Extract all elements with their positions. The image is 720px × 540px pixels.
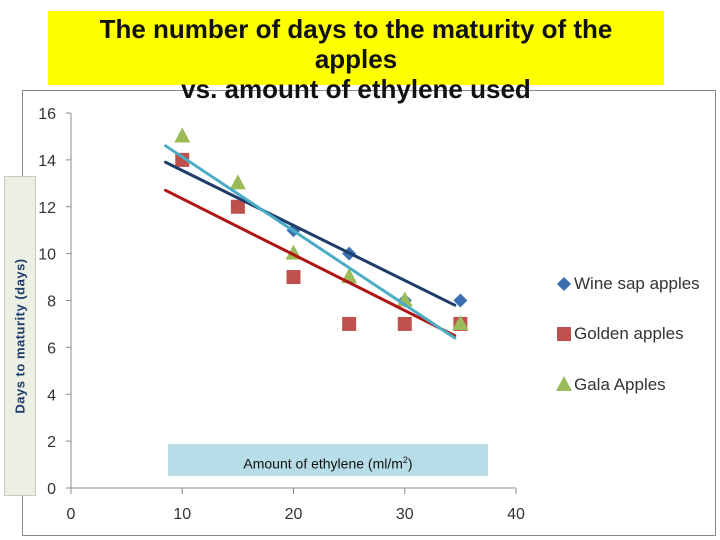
y-tick-label: 16 — [38, 106, 56, 123]
legend-label-golden: Golden apples — [574, 324, 684, 343]
data-point-square — [397, 316, 412, 331]
x-tick-label: 0 — [67, 506, 76, 523]
title-line-3: vs. amount of ethylene used — [181, 74, 531, 104]
x-axis-label-main: Amount of ethylene (ml/m — [243, 455, 403, 472]
legend-label-gala: Gala Apples — [574, 375, 666, 394]
data-point-square — [286, 270, 301, 285]
chart-title: The number of days to the maturity of th… — [48, 14, 664, 104]
x-tick-label: 30 — [396, 506, 414, 523]
y-axis-label-box — [4, 176, 36, 496]
data-point-triangle — [174, 127, 191, 143]
title-line-2: apples — [314, 44, 398, 74]
y-tick-label: 14 — [38, 153, 56, 170]
y-tick-label: 2 — [47, 434, 56, 451]
x-axis-label-sup: 2 — [402, 455, 408, 465]
x-axis-label-box — [168, 444, 488, 476]
y-tick-label: 4 — [47, 387, 56, 404]
x-axis-label: Amount of ethylene (ml/m2) — [168, 444, 488, 476]
trendline-diamond — [164, 160, 457, 307]
title-banner — [48, 11, 664, 85]
x-axis-label-close: ) — [407, 455, 413, 472]
data-point-diamond — [453, 293, 468, 308]
y-tick-label: 10 — [38, 247, 56, 264]
y-tick-label: 12 — [38, 200, 56, 217]
legend-marker-square — [557, 327, 571, 341]
y-tick-label: 6 — [47, 340, 56, 357]
x-tick-label: 40 — [507, 506, 525, 523]
data-point-square — [230, 199, 245, 214]
trendline-triangle — [164, 144, 457, 340]
trendline-square — [164, 188, 457, 338]
legend-marker-diamond — [557, 277, 571, 291]
y-tick-label: 8 — [47, 294, 56, 311]
y-tick-label: 0 — [47, 481, 56, 498]
x-tick-label: 20 — [285, 506, 303, 523]
legend-label-wine-sap: Wine sap apples — [574, 274, 700, 293]
legend-marker-triangle — [556, 376, 572, 391]
title-line-1: The number of days to the maturity of th… — [99, 14, 613, 44]
data-point-triangle — [229, 174, 246, 190]
data-point-triangle — [452, 314, 469, 330]
data-point-square — [342, 316, 357, 331]
x-tick-label: 10 — [173, 506, 191, 523]
